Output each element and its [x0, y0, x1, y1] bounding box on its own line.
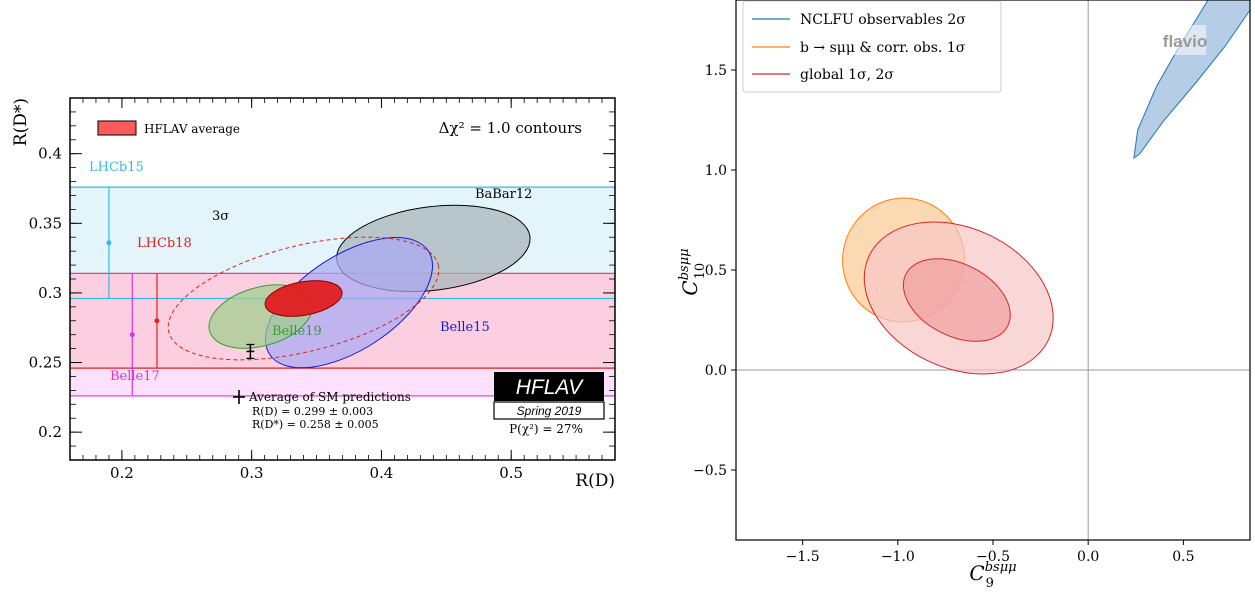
hflav-logo-subbox	[493, 401, 605, 420]
left-ytick-label: 0.2	[38, 423, 62, 441]
sm-legend-marker	[233, 390, 245, 404]
hflav-logo-text: HFLAV	[516, 376, 585, 399]
left-ytick-label: 0.35	[29, 214, 62, 232]
label-belle17: Belle17	[110, 369, 160, 384]
left-ellipses-layer	[167, 204, 531, 369]
left-ytick-label: 0.3	[38, 284, 62, 302]
right-xtick-label: −1.0	[881, 549, 915, 565]
hflav-logo-box	[494, 372, 604, 401]
right-contours-layer	[842, 0, 1250, 375]
errorbar-point-lhcb15	[106, 240, 112, 246]
right-x-axis-title: Cbsμμ 9	[969, 560, 1016, 591]
left-chart-panel: 0.2 0.3 0.4 0.5 0.2 0.25 0.3 0.35 0.4 HFLAV aver…	[11, 97, 616, 491]
sm-legend-title: Average of SM predictions	[248, 390, 411, 404]
flavio-watermark-box	[1164, 25, 1206, 55]
right-xtick-label: −0.5	[976, 549, 1010, 565]
left-y-axis-title: R(D*)	[11, 98, 31, 146]
right-ytick-label: 0.5	[705, 263, 727, 279]
flavio-watermark: flavio	[1163, 32, 1207, 51]
contour-nclfu	[1133, 0, 1250, 160]
legend-label-bsmumu: b → sμμ & corr. obs. 1σ	[800, 40, 966, 56]
right-xtick-label: −1.5	[786, 549, 820, 565]
sm-legend-rdstar: R(D*) = 0.258 ± 0.005	[252, 418, 379, 431]
right-xtick-label: 0.5	[1172, 549, 1194, 565]
left-x-axis-title: R(D)	[575, 471, 615, 491]
right-chart-panel: −1.5 −1.0 −0.5 0.0 0.5 −0.5 0.0 0.5 1.0 1.5 NCLFU…	[677, 0, 1251, 591]
hflav-logo-subtext: Spring 2019	[517, 404, 582, 418]
label-lhcb15: LHCb15	[89, 160, 144, 175]
right-ytick-label: 1.0	[705, 163, 727, 179]
ellipse-belle15	[264, 237, 434, 369]
legend-label-global: global 1σ, 2σ	[800, 67, 894, 83]
ellipse-hflav-average	[264, 280, 343, 317]
left-ytick-label: 0.4	[38, 145, 62, 163]
left-axis-ticks: 0.2 0.3 0.4 0.5 0.2 0.25 0.3 0.35 0.4	[29, 98, 615, 482]
right-ytick-label: −0.5	[693, 463, 727, 479]
left-legend-swatch	[97, 120, 137, 136]
right-ytick-label: 1.5	[705, 63, 727, 79]
ellipse-3sigma	[167, 236, 440, 361]
left-xtick-label: 0.4	[369, 464, 393, 482]
label-babar12: BaBar12	[475, 187, 532, 202]
left-errorbars-layer	[106, 187, 255, 396]
p-chi2-label: P(χ²) = 27%	[509, 422, 583, 436]
label-3sigma: 3σ	[212, 209, 229, 224]
label-belle15: Belle15	[440, 320, 490, 335]
left-xtick-label: 0.2	[110, 464, 134, 482]
label-belle19: Belle19	[272, 324, 322, 339]
sm-legend-rd: R(D) = 0.299 ± 0.003	[252, 405, 373, 418]
right-y-axis-title: Cbsμμ10	[677, 248, 708, 295]
right-legend-box	[742, 0, 1002, 93]
right-xtick-label: 0.0	[1077, 549, 1099, 565]
right-ytick-label: 0.0	[705, 363, 727, 379]
errorbar-point-belle17	[129, 332, 135, 338]
left-xtick-label: 0.5	[499, 464, 523, 482]
legend-label-nclfu: NCLFU observables 2σ	[800, 12, 966, 28]
label-lhcb18: LHCb18	[137, 236, 192, 251]
contour-global-1sigma	[902, 258, 1011, 342]
errorbar-point-lhcb18	[154, 318, 160, 324]
left-xtick-label: 0.3	[240, 464, 264, 482]
left-legend-label: HFLAV average	[144, 122, 240, 136]
right-axis-ticks: −1.5 −1.0 −0.5 0.0 0.5 −0.5 0.0 0.5 1.0 1.5	[693, 63, 1195, 565]
left-ytick-label: 0.25	[29, 354, 62, 372]
left-contours-annotation: Δχ² = 1.0 contours	[439, 119, 582, 137]
